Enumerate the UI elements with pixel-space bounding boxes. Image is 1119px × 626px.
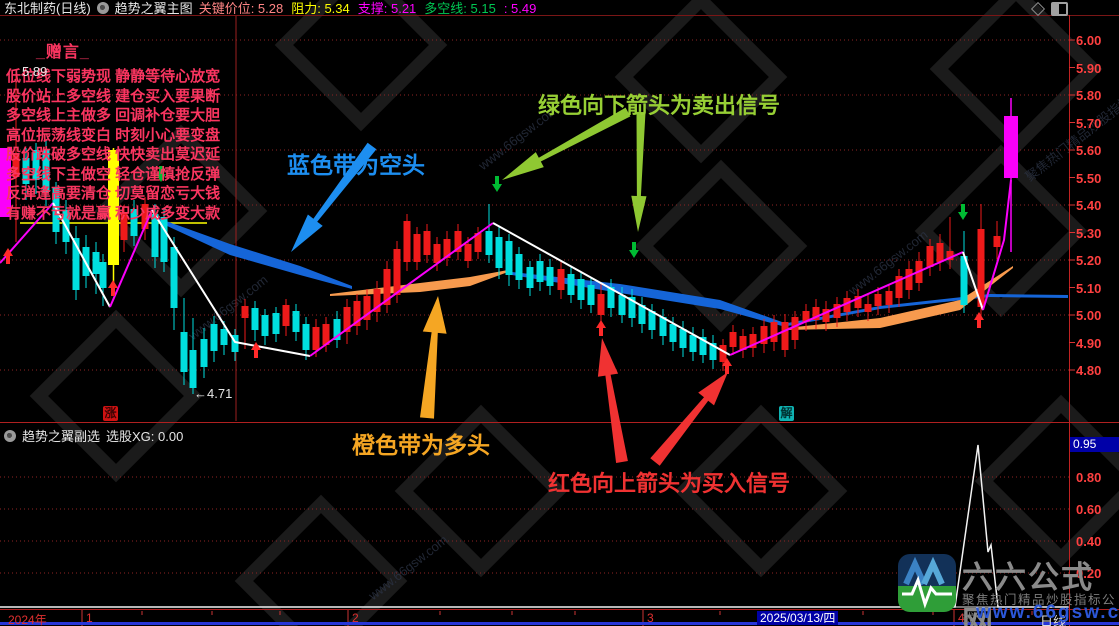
buy-signal-arrow: [251, 342, 261, 358]
sell-signal-arrow: [156, 166, 166, 182]
buy-signal-arrow: [722, 358, 732, 374]
annotation-arrow: [291, 142, 377, 252]
sub-axis-label: 0.40: [1076, 534, 1102, 549]
annotation-sell-signal: 绿色向下箭头为卖出信号: [538, 93, 781, 118]
site-url: www.66gsw.com: [976, 602, 1119, 623]
poem-line: 多空线上主做多 回调补仓要大胆: [6, 107, 221, 124]
sub-indicator-icon[interactable]: [4, 429, 16, 442]
buy-signal-arrow: [974, 312, 984, 328]
annotation-blue-band: 蓝色带为空头: [287, 152, 425, 178]
high-price-label: 5.89: [22, 64, 48, 79]
price-axis-label: 4.80: [1076, 363, 1102, 378]
sub-indicator-value: 选股XG: 0.00: [106, 429, 184, 444]
annotation-buy-signal: 红色向上箭头为买入信号: [548, 471, 791, 496]
poem-line: 股价跌破多空线 快快卖出莫迟延: [6, 146, 221, 163]
indicator-field: 阻力: 5.34: [291, 1, 350, 16]
price-axis-label: 5.80: [1076, 88, 1102, 103]
sell-signal-arrow: [958, 204, 968, 220]
sub-indicator-name[interactable]: 趋势之翼副选: [22, 429, 101, 444]
period-label[interactable]: 日线: [1040, 614, 1067, 626]
month-label: 1: [86, 611, 93, 625]
poem-line: 有赚不亏就是赢 积少成多变大款: [6, 204, 221, 222]
poem-line: 股价站上多空线 建仓买入要果断: [6, 87, 221, 105]
buy-signal-arrow: [3, 248, 13, 264]
advice-poem: _赠言_ 低位线下弱势现 静静等待心放宽 股价站上多空线 建仓买入要果断 多空线上主…: [6, 38, 220, 223]
annotation-arrow: [420, 296, 447, 419]
stock-name[interactable]: 东北制药(日线): [4, 1, 91, 16]
indicator-field: : 5.49: [503, 1, 537, 16]
price-axis-label: 6.00: [1076, 33, 1102, 48]
sub-axis-label: 0.80: [1076, 470, 1102, 485]
site-name: 六六公式网: [962, 560, 1094, 626]
poem-line: 反弹逢高要清仓 切莫留恋亏大钱: [6, 185, 221, 202]
bottom-border: [0, 622, 1119, 625]
sub-value-badge: 0.95: [1070, 437, 1119, 452]
sub-axis-label: 0.60: [1076, 502, 1102, 517]
price-axis-label: 5.20: [1076, 253, 1102, 268]
sell-signal-arrow: [492, 176, 502, 192]
sub-indicator-header: 趋势之翼副选 选股XG: 0.00: [0, 426, 183, 445]
buy-signal-arrow: [596, 320, 606, 336]
sub-axis-label: 0.20: [1076, 566, 1102, 581]
price-axis-label: 5.40: [1076, 198, 1102, 213]
indicator-field: 关键价位: 5.28: [198, 1, 284, 16]
price-axis-label: 4.90: [1076, 335, 1102, 351]
poem-line: 低位线下弱势现 静静等待心放宽: [6, 68, 221, 85]
indicator-values: 关键价位: 5.28 阻力: 5.34 支撑: 5.21 多空线: 5.15 : 5.4…: [199, 0, 545, 17]
low-price-label: ←4.71: [194, 386, 233, 401]
month-label: 3: [647, 611, 654, 625]
price-axis-label: 5.70: [1076, 115, 1102, 131]
annotation-arrow: [597, 338, 628, 463]
split-panel-icon[interactable]: [1051, 2, 1068, 16]
month-label: 2: [352, 611, 359, 625]
annotation-orange-band: 橙色带为多头: [352, 432, 490, 458]
price-axis-label: 5.50: [1076, 170, 1102, 186]
title-bar: 东北制药(日线) 趋势之翼主图 关键价位: 5.28 阻力: 5.34 支撑: 5.…: [0, 0, 1119, 17]
price-axis-label: 5.10: [1076, 280, 1102, 296]
sell-signal-arrow: [629, 242, 639, 258]
annotation-arrow: [631, 111, 647, 232]
indicator-field: 支撑: 5.21: [357, 1, 417, 16]
price-axis-label: 5.60: [1076, 143, 1102, 158]
price-axis-label: 5.30: [1076, 225, 1102, 241]
main-indicator-name[interactable]: 趋势之翼主图: [114, 1, 193, 16]
poem-line: 高位振荡线变白 时刻小心要变盘: [6, 126, 221, 144]
poem-lines: 低位线下弱势现 静静等待心放宽 股价站上多空线 建仓买入要果断 多空线上主做多 回调…: [6, 67, 220, 223]
price-axis-label: 5.00: [1076, 308, 1102, 323]
site-logo-icon: [898, 554, 956, 612]
jie-tag[interactable]: 解: [779, 406, 794, 421]
poem-line: 多空线下主做空 轻仓谨慎抢反弹: [6, 165, 221, 183]
indicator-field: 多空线: 5.15: [424, 1, 496, 16]
annotation-arrow: [650, 372, 728, 466]
indicator-icon[interactable]: [96, 1, 109, 14]
year-label: 2024年: [8, 613, 47, 626]
date-badge: 2025/03/13/四: [757, 611, 839, 625]
buy-signal-arrow: [108, 280, 118, 296]
annotation-arrow: [502, 107, 631, 180]
site-tagline: 聚焦热门精品炒股指标公式: [962, 593, 1117, 626]
poem-title: _赠言_: [36, 44, 90, 61]
site-watermark: 六六公式网 聚焦热门精品炒股指标公式 www.66gsw.com: [898, 552, 1119, 626]
month-label: 4: [958, 611, 965, 625]
zhang-tag[interactable]: 涨: [103, 406, 118, 421]
price-axis-label: 5.90: [1076, 60, 1102, 76]
